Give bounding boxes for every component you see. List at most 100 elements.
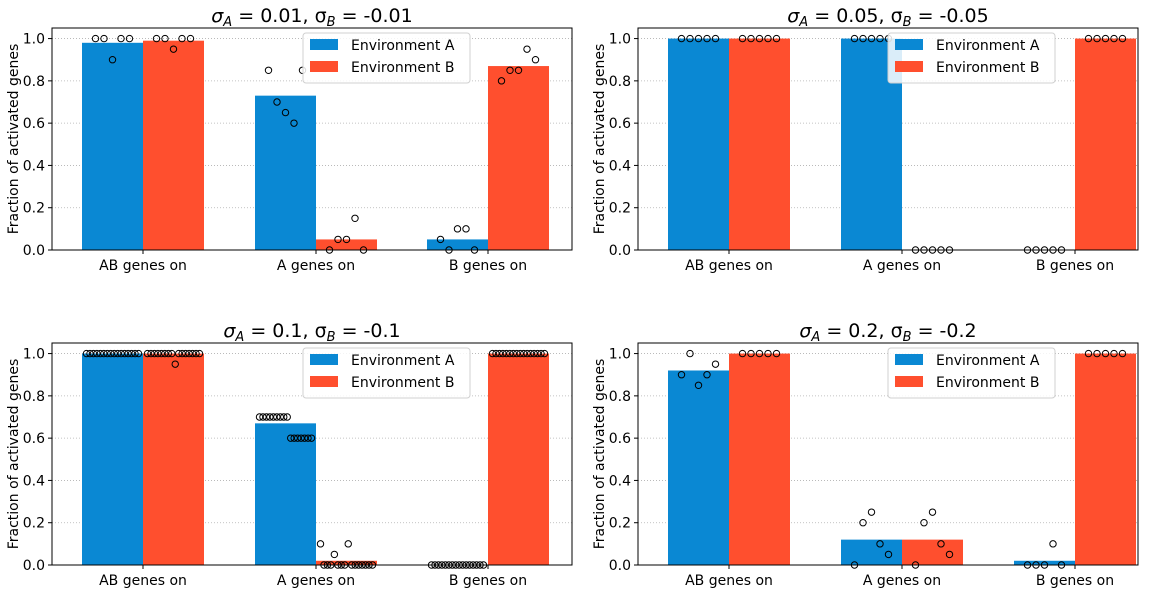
x-tick-label: A genes on: [277, 573, 355, 589]
legend-label: Environment B: [351, 60, 454, 76]
data-point: [131, 349, 139, 358]
axes-frame: [51, 342, 573, 566]
data-point: [859, 519, 867, 527]
data-point: [269, 413, 278, 421]
data-point: [287, 434, 295, 442]
data-point: [453, 225, 462, 233]
data-point: [772, 349, 781, 358]
legend: Environment A Environment B: [302, 32, 471, 84]
data-point: [1110, 34, 1118, 43]
data-point: [462, 225, 470, 233]
data-point: [1049, 540, 1057, 548]
data-point: [492, 349, 500, 358]
data-point: [164, 349, 173, 358]
title-part: = -0.1: [336, 320, 401, 342]
data-point: [502, 349, 511, 358]
data-point: [171, 360, 179, 368]
x-tick-label: AB genes on: [99, 258, 187, 274]
x-tick-label: B genes on: [449, 258, 527, 274]
data-point: [255, 413, 264, 421]
chart-title: σA = 0.1, σB = -0.1: [223, 320, 400, 345]
data-point: [513, 349, 521, 358]
data-point: [344, 540, 352, 548]
legend-swatch: [310, 354, 338, 365]
y-tick-label: 0.0: [23, 558, 45, 574]
y-tick-label: 0.6: [23, 431, 45, 447]
data-point: [488, 349, 497, 358]
data-point: [523, 349, 531, 358]
data-point: [100, 34, 108, 43]
data-point: [283, 413, 291, 421]
data-point: [264, 66, 273, 74]
y-axis-label: Fraction of activated genes: [592, 44, 608, 235]
data-point: [168, 349, 176, 358]
bar-env-b-3: [488, 66, 549, 250]
y-tick-label: 0.6: [609, 116, 631, 132]
data-point: [161, 349, 169, 358]
data-point: [1093, 349, 1101, 358]
bar-env-b-2: [316, 239, 377, 250]
y-tick-label: 1.0: [609, 32, 631, 48]
data-point: [531, 56, 540, 64]
legend: Environment A Environment B: [887, 347, 1056, 399]
data-point: [1118, 349, 1127, 358]
data-point: [1084, 34, 1093, 43]
data-point: [738, 349, 747, 358]
y-tick-label: 0.2: [609, 516, 631, 532]
data-point: [537, 349, 545, 358]
data-point: [738, 34, 747, 43]
y-tick-label: 1.0: [23, 347, 45, 363]
data-point: [520, 349, 528, 358]
data-point: [152, 34, 161, 43]
legend-label: Environment A: [936, 353, 1040, 369]
y-tick-label: 0.8: [23, 74, 45, 90]
x-tick-label: B genes on: [1036, 573, 1114, 589]
data-point: [677, 371, 686, 379]
chart-panel-2: 0.00.20.40.60.81.0AB genes on A genes on B…: [592, 5, 1139, 274]
legend-label: Environment B: [936, 60, 1039, 76]
legend-label: Environment B: [936, 375, 1039, 391]
data-point: [747, 34, 755, 43]
data-point: [192, 349, 200, 358]
chart-title: σA = 0.05, σB = -0.05: [787, 5, 988, 30]
axes-frame: [51, 27, 573, 251]
data-point: [876, 540, 884, 548]
data-point: [169, 45, 178, 53]
data-point: [178, 349, 186, 358]
data-point: [850, 34, 859, 43]
data-point: [711, 34, 720, 43]
data-point: [540, 349, 549, 358]
data-point: [86, 349, 94, 358]
data-point: [280, 413, 288, 421]
title-part: = 0.01, σ: [232, 5, 326, 27]
data-point: [1084, 349, 1093, 358]
x-tick-label: AB genes on: [685, 258, 773, 274]
y-tick-label: 0.6: [609, 431, 631, 447]
data-point: [281, 108, 290, 117]
title-part: A: [810, 330, 820, 345]
data-point: [293, 434, 302, 442]
legend-label: Environment A: [351, 353, 455, 369]
axes-frame: [637, 342, 1139, 566]
data-point: [497, 77, 506, 85]
legend: Environment A Environment B: [887, 32, 1056, 84]
bar-env-a-1: [82, 42, 143, 250]
data-point: [117, 349, 125, 358]
y-tick-label: 0.0: [23, 243, 45, 259]
data-point: [694, 381, 703, 389]
data-point: [266, 413, 274, 421]
legend-swatch: [310, 61, 338, 72]
y-tick-label: 0.8: [609, 74, 631, 90]
data-point: [100, 349, 108, 358]
title-part: B: [903, 15, 912, 30]
data-point: [506, 66, 514, 74]
legend-swatch: [895, 39, 923, 50]
title-part: A: [222, 15, 232, 30]
title-part: = 0.2, σ: [820, 320, 902, 342]
data-point: [533, 349, 542, 358]
data-point: [93, 349, 101, 358]
y-tick-label: 0.8: [23, 389, 45, 405]
x-tick-label: A genes on: [277, 258, 355, 274]
y-tick-label: 0.2: [23, 516, 45, 532]
data-point: [945, 550, 954, 559]
